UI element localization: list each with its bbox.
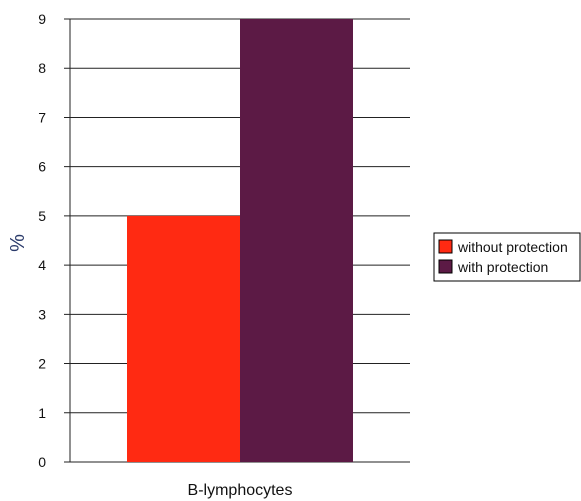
y-axis-title: % xyxy=(7,234,29,252)
y-tick-label: 4 xyxy=(38,257,46,273)
bar-with-protection xyxy=(240,19,353,462)
legend-swatch-without-protection xyxy=(438,239,453,254)
bars xyxy=(127,19,353,462)
y-tick-label: 0 xyxy=(38,454,46,470)
x-category-label: B-lymphocytes xyxy=(188,482,293,499)
y-tick-labels: 0 1 2 3 4 5 6 7 8 9 xyxy=(38,11,46,470)
bar-without-protection xyxy=(127,215,240,462)
y-tick-label: 8 xyxy=(38,60,46,76)
y-tick-label: 7 xyxy=(38,109,46,125)
y-tick-label: 3 xyxy=(38,306,46,322)
y-tick-label: 2 xyxy=(38,356,46,372)
y-tick-label: 9 xyxy=(38,11,46,27)
y-tick-label: 5 xyxy=(38,208,46,224)
legend-label-without-protection: without protection xyxy=(457,239,568,255)
y-tick-label: 1 xyxy=(38,405,46,421)
legend: without protection with protection xyxy=(433,232,581,282)
legend-swatch-with-protection xyxy=(438,259,453,274)
legend-label-with-protection: with protection xyxy=(457,259,548,275)
legend-box xyxy=(433,232,581,282)
y-tick-label: 6 xyxy=(38,159,46,175)
